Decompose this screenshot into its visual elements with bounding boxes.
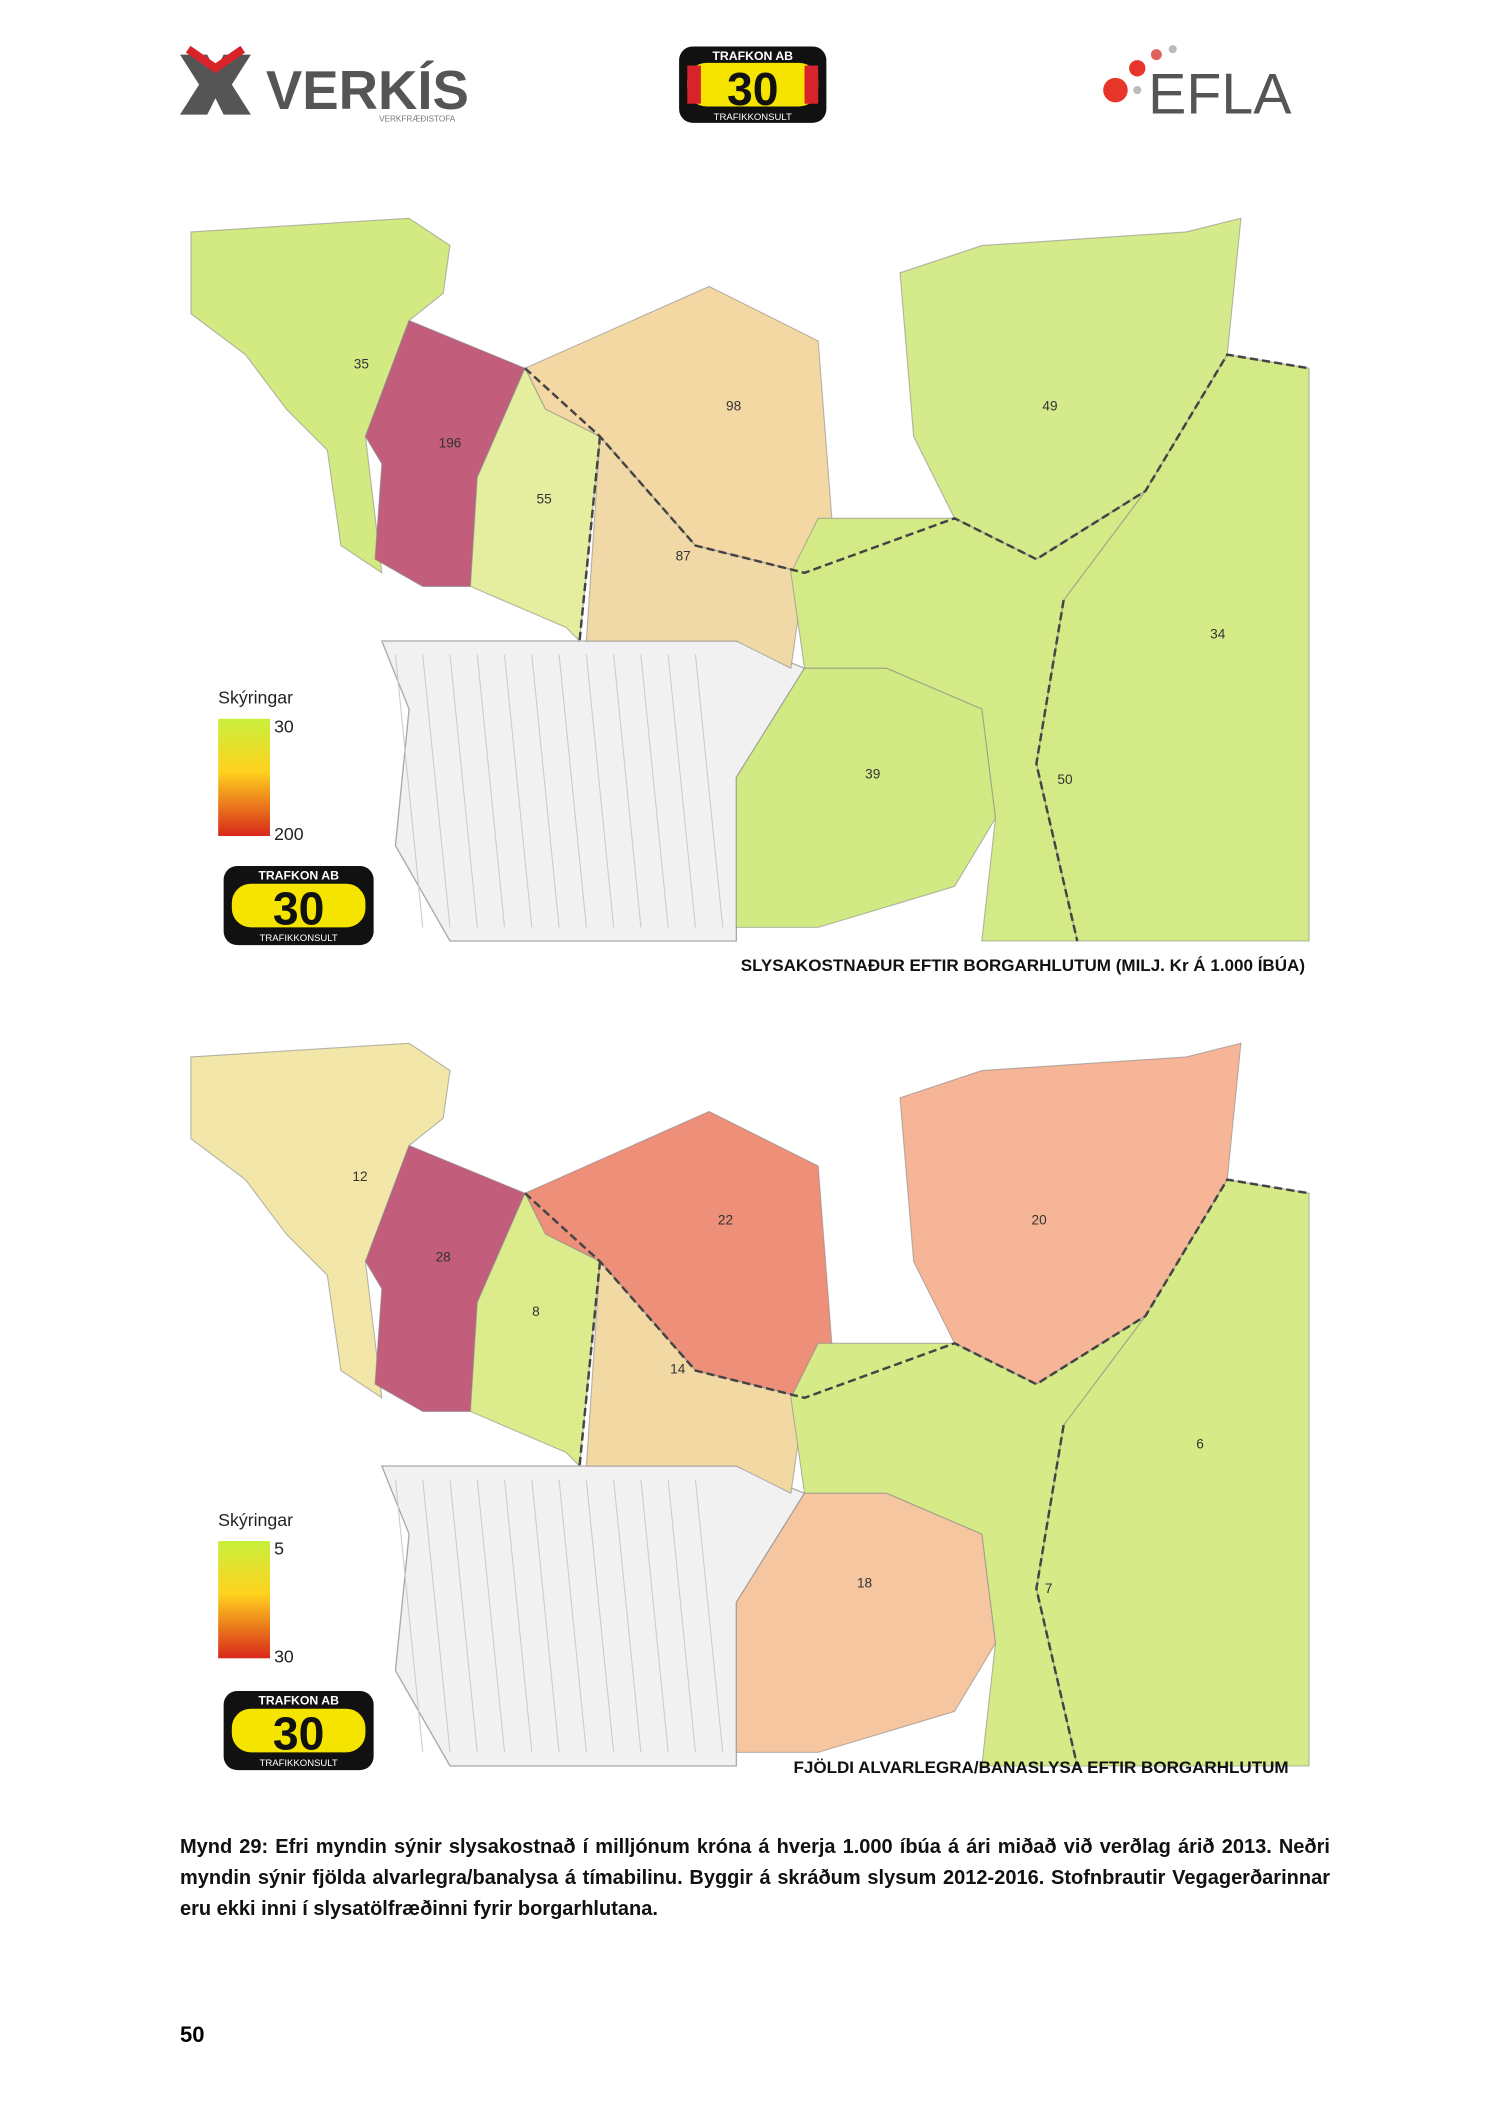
logo-text: 30 <box>273 1708 325 1760</box>
legend-min: 30 <box>274 716 294 736</box>
district-label: 7 <box>1045 1581 1053 1596</box>
district-label: 34 <box>1210 626 1226 641</box>
district-border <box>1035 599 1079 942</box>
street <box>394 1479 424 1753</box>
street <box>531 1479 560 1753</box>
page-number: 50 <box>180 2022 205 2047</box>
street <box>422 654 451 928</box>
logo-subtext: TRAFIKKONSULT <box>260 1758 338 1769</box>
district-border <box>578 1261 602 1467</box>
logo-text: TRAFKON AB <box>712 49 793 63</box>
map: 35 196 98 55 87 49 34 50 39 Skýringar 30 200 TRAFKON… <box>190 191 1310 975</box>
district-border <box>524 1178 1310 1400</box>
legend-max: 30 <box>274 1646 294 1666</box>
street <box>640 1479 669 1753</box>
district <box>735 667 997 928</box>
district-label: 196 <box>439 435 462 450</box>
street <box>558 1479 587 1753</box>
legend-min: 5 <box>274 1539 284 1559</box>
district <box>735 1492 997 1753</box>
street <box>694 654 724 928</box>
district-label: 39 <box>865 767 880 782</box>
district-label: 28 <box>436 1249 451 1264</box>
district <box>469 1191 601 1468</box>
street <box>504 1479 533 1753</box>
district <box>190 217 451 574</box>
street <box>394 654 424 928</box>
street <box>613 654 642 928</box>
district <box>469 366 601 643</box>
district-label: 14 <box>670 1361 686 1376</box>
district-label: 18 <box>857 1575 872 1590</box>
district-label: 12 <box>352 1169 367 1184</box>
street <box>694 1479 724 1753</box>
logo-shape <box>231 883 366 928</box>
logo-text: 30 <box>273 883 325 935</box>
logo-text: TRAFKON AB <box>258 1694 339 1708</box>
street <box>613 1479 642 1753</box>
street <box>558 654 587 928</box>
district-border <box>578 436 602 642</box>
logo-subtext: TRAFIKKONSULT <box>260 933 338 944</box>
logo-subtext: TRAFIKKONSULT <box>714 112 792 123</box>
logo-text: TRAFKON AB <box>258 869 339 883</box>
street <box>531 654 560 928</box>
street <box>449 1479 478 1753</box>
logo-text: EFLA <box>1148 62 1292 126</box>
district-border <box>1035 1424 1079 1767</box>
street <box>585 1479 615 1753</box>
district <box>190 1042 451 1399</box>
logo-verkis: VERKÍS VERKFRÆÐISTOFA <box>180 45 469 123</box>
district-label: 50 <box>1057 772 1073 787</box>
logo-efla: EFLA <box>1103 45 1292 126</box>
street <box>585 654 615 928</box>
district-label: 55 <box>537 491 552 506</box>
district-label: 20 <box>1032 1213 1048 1228</box>
legend-gradient <box>218 1541 270 1659</box>
logo-text: 30 <box>727 63 779 115</box>
district-label: 98 <box>726 399 741 414</box>
logo-shape <box>231 1708 366 1753</box>
district-label: 6 <box>1196 1436 1204 1451</box>
logo-trafkon: TRAFKON AB 30 TRAFIKKONSULT <box>679 46 827 123</box>
street <box>422 1479 451 1753</box>
district-label: 8 <box>532 1304 540 1319</box>
legend-title: Skýringar <box>218 1510 293 1530</box>
map-caption: SLYSAKOSTNAÐUR EFTIR BORGARHLUTUM (MILJ.… <box>741 956 1305 975</box>
district-border <box>524 353 1310 575</box>
street <box>476 1479 506 1753</box>
street <box>504 654 533 928</box>
logo-subtext: VERKFRÆÐISTOFA <box>379 114 456 123</box>
map-caption: FJÖLDI ALVARLEGRA/BANASLYSA EFTIR BORGAR… <box>793 1758 1288 1777</box>
district-label: 49 <box>1042 399 1057 414</box>
legend-max: 200 <box>274 824 304 844</box>
district-label: 22 <box>718 1213 733 1228</box>
street <box>640 654 669 928</box>
district-label: 87 <box>676 549 691 564</box>
street <box>476 654 506 928</box>
logo-text: VERKÍS <box>266 60 469 121</box>
district-label: 35 <box>354 356 369 371</box>
legend-title: Skýringar <box>218 688 293 708</box>
legend-gradient <box>218 718 270 836</box>
street <box>667 1479 696 1753</box>
figure-caption: Mynd 29: Efri myndin sýnir slysakostnað … <box>180 1836 1330 1920</box>
street <box>449 654 478 928</box>
street <box>667 654 696 928</box>
